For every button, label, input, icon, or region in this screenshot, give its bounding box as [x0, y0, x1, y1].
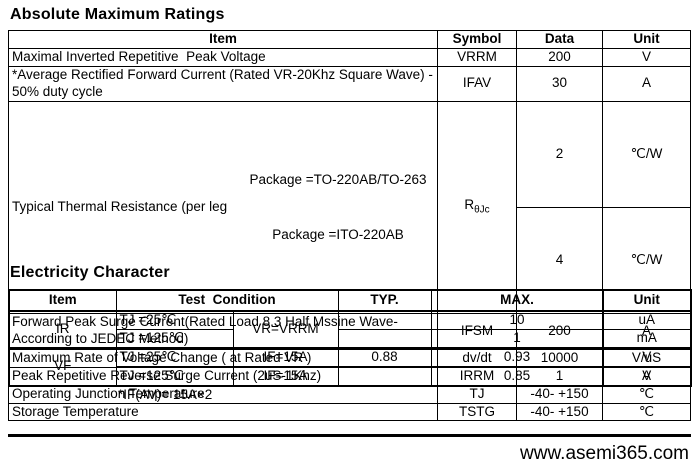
condition-cell: TJ =125℃ — [115, 328, 234, 349]
data-cell: 200 — [516, 48, 603, 67]
absolute-maximum-ratings-title: Absolute Maximum Ratings — [10, 6, 225, 23]
condition-cell: VR=VRRM — [232, 310, 339, 349]
symbol-cell: RθJc — [437, 100, 517, 314]
footnote: *IF(AV)= 15A×2 — [118, 387, 213, 402]
column-header-item: Item — [8, 30, 438, 49]
item-cell: Operating Junction Temperature — [8, 384, 438, 404]
table-row: Operating Junction Temperature TJ -40- +… — [8, 384, 691, 404]
item-cell: Typical Thermal Resistance (per leg Pack… — [8, 100, 438, 314]
data-cell: -40- +150 — [516, 402, 603, 422]
column-header-symbol: Symbol — [437, 30, 517, 49]
item-cell: *Average Rectified Forward Current (Rate… — [8, 65, 438, 102]
max-cell: 10 — [430, 310, 604, 330]
max-cell: 0.85 — [430, 366, 604, 387]
typ-cell — [337, 366, 432, 387]
table-row: VF TJ =25℃ IF=15A 0.88 0.93 V — [8, 346, 692, 387]
unit-cell: A — [602, 65, 691, 102]
column-header-data: Data — [516, 30, 603, 49]
column-header-unit: Unit — [602, 289, 692, 312]
symbol-cell: TJ — [437, 384, 517, 404]
unit-cell: V — [602, 48, 691, 67]
footer-url: www.asemi365.com — [520, 443, 689, 464]
unit-cell: ℃/W — [602, 100, 691, 208]
unit-cell: V — [602, 346, 692, 368]
symbol-subscript: θJc — [474, 204, 490, 216]
unit-cell: V — [602, 366, 692, 387]
condition-cell: IF=15A — [232, 346, 339, 368]
package-option-2: Package =ITO-220AB — [272, 227, 404, 243]
symbol-cell: TSTG — [437, 402, 517, 422]
header-row: Item Symbol Data Unit — [8, 30, 691, 49]
item-cell: Storage Temperature — [8, 402, 438, 422]
data-cell: 30 — [516, 65, 603, 102]
electricity-character-table: Item Test Condition TYP. MAX. Unit IR TJ… — [8, 289, 692, 387]
item-cell: IR — [8, 310, 117, 349]
package-list: Package =TO-220AB/TO-263 Package =ITO-22… — [242, 136, 434, 279]
typ-cell: 0.88 — [337, 346, 432, 368]
table-row: Storage Temperature TSTG -40- +150 ℃ — [8, 402, 691, 422]
column-header-typ: TYP. — [337, 289, 432, 312]
condition-cell: TJ =25℃ — [115, 310, 234, 330]
table-row: TJ =125℃ IF=15A 0.85 V — [9, 366, 692, 387]
table-row: IR TJ =25℃ VR=VRRM 10 uA — [8, 310, 692, 349]
footer-divider — [8, 434, 691, 437]
data-cell: 2 — [516, 100, 603, 208]
typ-cell — [337, 310, 432, 330]
condition-cell: TJ =125℃ — [115, 366, 234, 387]
table-row: Typical Thermal Resistance (per leg Pack… — [8, 100, 691, 314]
header-row: Item Test Condition TYP. MAX. Unit — [8, 289, 692, 312]
item-cell: VF — [8, 346, 117, 387]
thermal-resistance-item: Typical Thermal Resistance (per leg Pack… — [12, 136, 434, 279]
unit-cell: ℃ — [602, 402, 691, 422]
table-row: *Average Rectified Forward Current (Rate… — [8, 65, 691, 102]
column-header-item: Item — [8, 289, 117, 312]
package-option-1: Package =TO-220AB/TO-263 — [249, 172, 427, 188]
max-cell: 1 — [430, 328, 604, 349]
item-cell: Maximal Inverted Repetitive Peak Voltage — [8, 48, 438, 67]
unit-cell: uA — [602, 310, 692, 330]
column-header-max: MAX. — [430, 289, 604, 312]
max-cell: 0.93 — [430, 346, 604, 368]
condition-cell: TJ =25℃ — [115, 346, 234, 368]
column-header-test-condition: Test Condition — [115, 289, 339, 312]
typ-cell — [337, 328, 432, 349]
condition-cell: IF=15A — [232, 366, 339, 387]
symbol-main: R — [464, 197, 475, 213]
thermal-item-label: Typical Thermal Resistance (per leg — [12, 198, 228, 214]
symbol-cell: IFAV — [437, 65, 517, 102]
unit-cell: mA — [602, 328, 692, 349]
data-cell: -40- +150 — [516, 384, 603, 404]
table-row: Maximal Inverted Repetitive Peak Voltage… — [8, 48, 691, 67]
symbol-cell: VRRM — [437, 48, 517, 67]
electricity-character-title: Electricity Character — [10, 264, 170, 281]
column-header-unit: Unit — [602, 30, 691, 49]
unit-cell: ℃ — [602, 384, 691, 404]
